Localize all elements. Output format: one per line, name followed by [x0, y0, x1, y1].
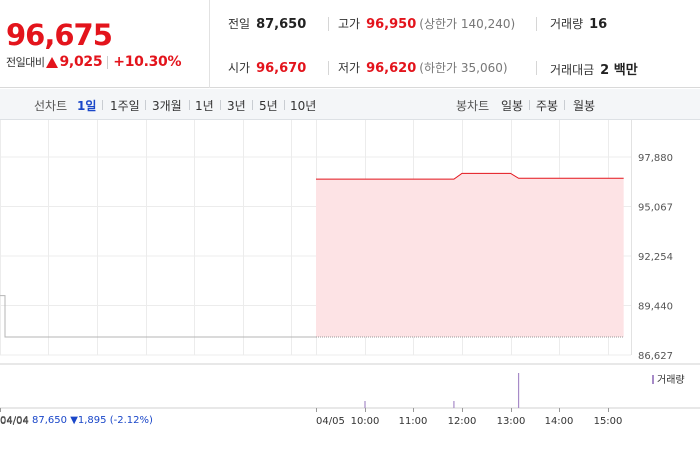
y-tick-label: 95,067 [638, 203, 673, 214]
change-label: 전일대비 [6, 56, 45, 69]
stat-sub: (상한가 140,240) [419, 17, 516, 31]
stat-sub: (하한가 35,060) [419, 61, 508, 75]
tab-daily-candle[interactable]: 일봉 [501, 99, 524, 113]
tab-1day[interactable]: 1일 [77, 99, 97, 113]
prev-day-line [0, 295, 316, 338]
prev-day-info: 04/04 87,650 ▼1,895 (-2.12%) [0, 415, 153, 426]
divider [189, 100, 190, 110]
stat-label: 저가 [338, 61, 361, 75]
stat-label: 시가 [228, 61, 251, 75]
stat-value: 96,950 [366, 17, 417, 32]
chart-canvas: 97,880 95,067 92,254 89,440 86,627 04/04 04/05… [0, 120, 700, 427]
volume-legend-label: 거래량 [657, 375, 685, 386]
x-tick-label: 04/04 [0, 416, 29, 427]
tab-3month[interactable]: 3개월 [152, 99, 182, 113]
current-price: 96,675 [6, 18, 113, 52]
stat-label: 전일 [228, 17, 251, 31]
stat-label: 고가 [338, 17, 361, 31]
stat-label: 거래량 [550, 17, 584, 31]
stat-low: 저가 96,620 (하한가 35,060) [338, 59, 508, 76]
quote-summary: 96,675 전일대비 9,025 +10.30% 전일 87,650 고가 9… [0, 0, 700, 88]
price-chart[interactable]: 97,880 95,067 92,254 89,440 86,627 04/04 04/05… [0, 120, 700, 450]
change-row: 전일대비 9,025 +10.30% [6, 54, 182, 70]
x-tick-label: 14:00 [545, 416, 574, 427]
volume-legend: 거래량 [652, 371, 685, 386]
stat-value: 87,650 [256, 17, 307, 32]
stat-value: 2 백만 [600, 63, 638, 78]
divider [564, 100, 565, 110]
x-tick-label: 11:00 [399, 416, 428, 427]
x-tick-label: 04/05 [316, 416, 345, 427]
prev-day-change: ▼1,895 [70, 415, 107, 426]
stat-value: 96,620 [366, 61, 417, 76]
change-amount: 9,025 [59, 54, 103, 70]
prev-day-change-pct: (-2.12%) [109, 415, 153, 426]
divider [252, 100, 253, 110]
divider [220, 100, 221, 110]
price-panel: 96,675 전일대비 9,025 +10.30% [0, 0, 210, 88]
divider [529, 100, 530, 110]
x-tick-label: 10:00 [351, 416, 380, 427]
y-tick-label: 89,440 [638, 302, 673, 313]
stat-label: 거래대금 [550, 63, 595, 77]
stat-amount: 거래대금 2 백만 [550, 59, 638, 78]
y-tick-label: 97,880 [638, 153, 673, 164]
price-area [316, 173, 624, 337]
stat-high: 고가 96,950 (상한가 140,240) [338, 15, 515, 32]
up-triangle-icon [46, 56, 59, 68]
stat-value: 16 [589, 17, 608, 32]
stat-prev-close: 전일 87,650 [228, 15, 306, 32]
divider [284, 100, 285, 110]
tab-1year[interactable]: 1년 [195, 99, 214, 113]
divider [102, 100, 103, 110]
tab-weekly-candle[interactable]: 주봉 [536, 99, 559, 113]
divider [328, 61, 329, 75]
quote-stats: 전일 87,650 고가 96,950 (상한가 140,240) 거래량 16… [210, 0, 700, 88]
tab-monthly-candle[interactable]: 월봉 [573, 99, 596, 113]
tab-1week[interactable]: 1주일 [110, 99, 140, 113]
divider [536, 17, 537, 31]
tab-3year[interactable]: 3년 [227, 99, 246, 113]
change-percent: +10.30% [113, 54, 182, 70]
prev-day-date: 04/04 [0, 415, 29, 426]
stat-volume: 거래량 16 [550, 15, 607, 32]
x-tick-label: 15:00 [594, 416, 623, 427]
line-chart-label: 선차트 [34, 99, 68, 113]
stat-value: 96,670 [256, 61, 307, 76]
tab-10year[interactable]: 10년 [290, 99, 317, 113]
y-tick-label: 86,627 [638, 351, 673, 362]
tab-5year[interactable]: 5년 [259, 99, 278, 113]
y-tick-label: 92,254 [638, 252, 673, 263]
chart-tabs-bar: 선차트 1일 1주일 3개월 1년 3년 5년 10년 봉차트 일봉 주봉 월봉 [0, 89, 700, 120]
candle-chart-label: 봉차트 [456, 99, 490, 113]
divider [536, 61, 537, 75]
price-line [316, 172, 624, 180]
stat-open: 시가 96,670 [228, 59, 306, 76]
divider [328, 17, 329, 31]
x-tick-label: 12:00 [448, 416, 477, 427]
divider [145, 100, 146, 110]
divider [107, 55, 109, 69]
prev-day-close: 87,650 [32, 415, 68, 426]
volume-swatch [652, 375, 654, 384]
x-tick-label: 13:00 [497, 416, 526, 427]
